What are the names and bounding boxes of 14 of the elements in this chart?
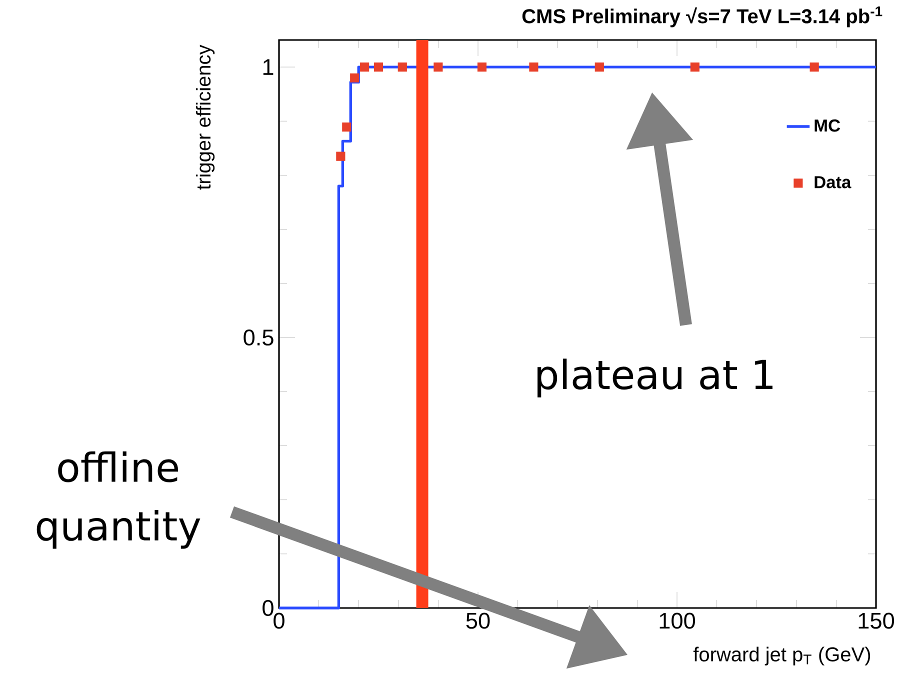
legend-label: MC xyxy=(814,119,840,132)
y-tick-label: 0 xyxy=(262,600,274,616)
y-tick-label: 0.5 xyxy=(244,329,274,346)
annotation: plateau at 1 xyxy=(538,358,772,398)
y-tick-label: 1 xyxy=(263,59,274,75)
x-tick-label: 150 xyxy=(858,612,894,629)
text: offline quantity xyxy=(36,451,200,549)
y-axis-title: trigger efficiency xyxy=(196,44,215,190)
x-tick-label: 0 xyxy=(274,612,284,629)
x-tick-label: 50 xyxy=(466,612,490,629)
x-tick-label: 100 xyxy=(660,612,696,629)
x-axis-title: forward jet p$_{T}$ (GeV) xyxy=(693,646,870,666)
legend-label: Data xyxy=(814,176,852,188)
chart-title: CMS Preliminary √s=7 TeV L=3.14 pb$^{-1}$ xyxy=(522,6,882,28)
